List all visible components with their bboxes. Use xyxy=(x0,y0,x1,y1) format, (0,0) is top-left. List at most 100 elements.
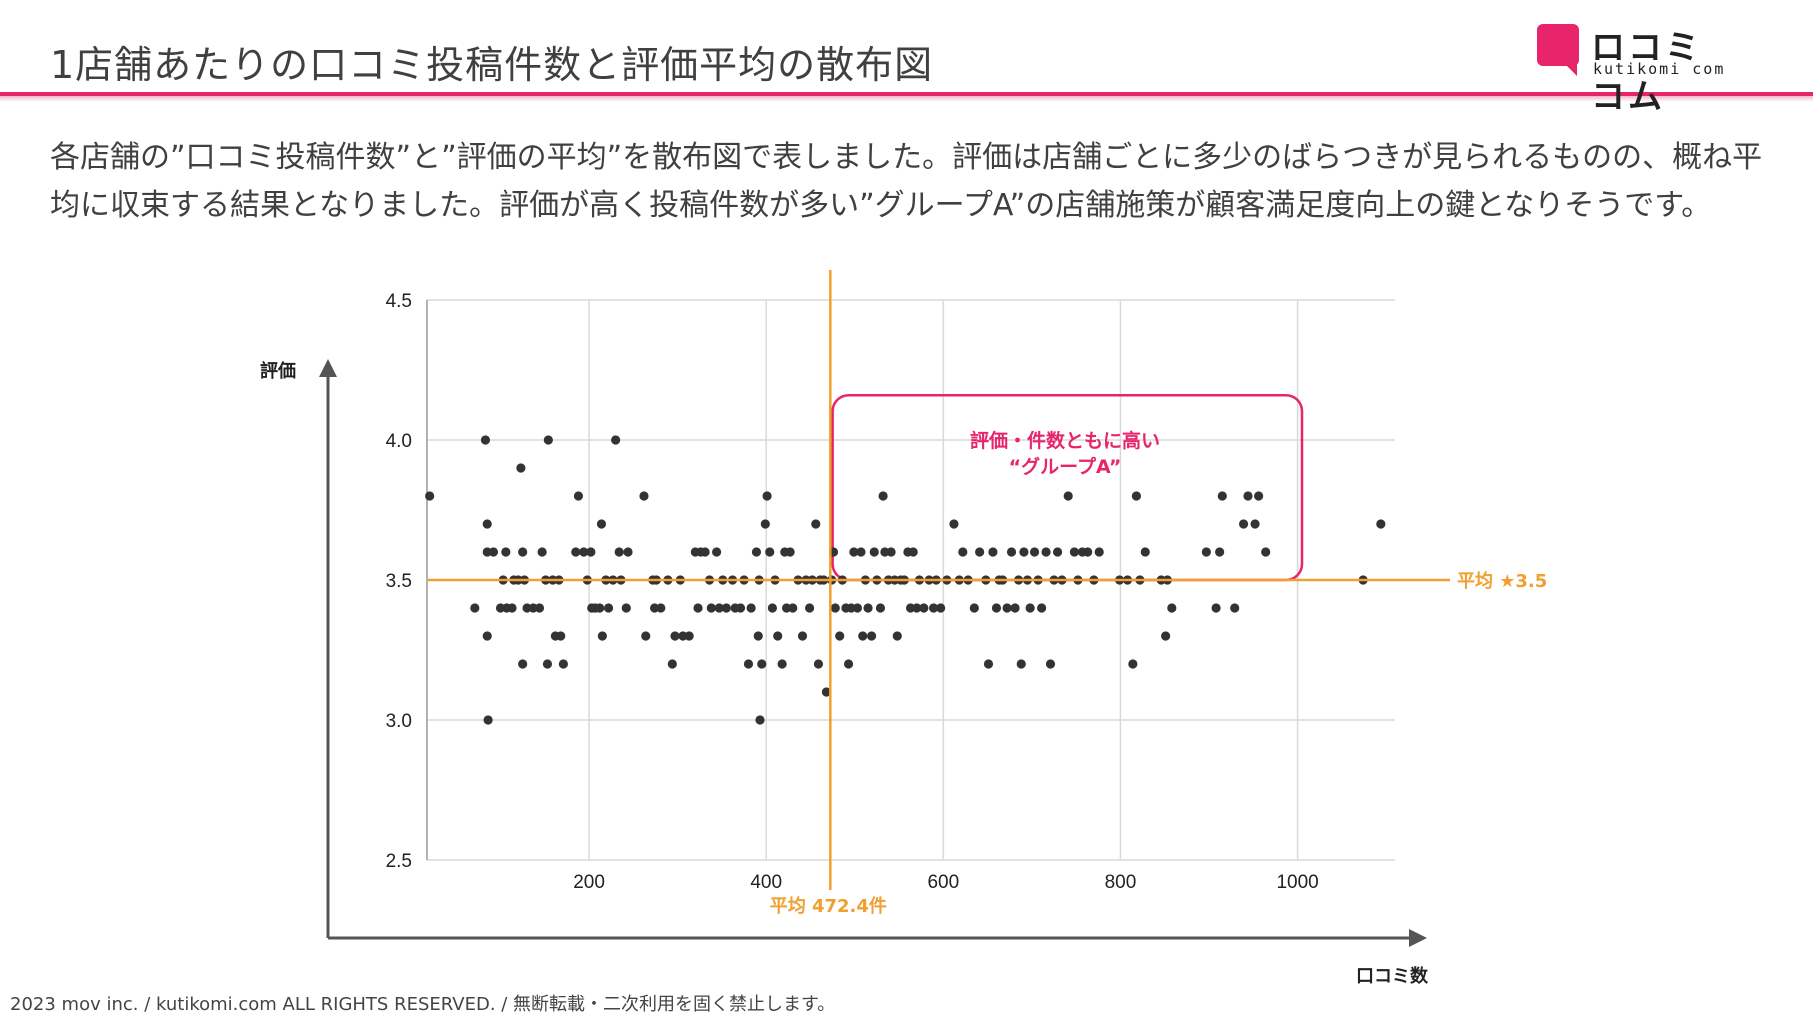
data-point xyxy=(1041,547,1051,557)
x-tick-label: 200 xyxy=(573,872,605,893)
data-point xyxy=(1045,659,1056,669)
data-point xyxy=(573,491,584,501)
data-point xyxy=(813,659,824,669)
logo-subtext: kutikomi com xyxy=(1593,60,1726,78)
data-point xyxy=(1029,547,1040,557)
data-point xyxy=(656,603,666,613)
data-point xyxy=(614,547,624,557)
data-point xyxy=(762,491,772,501)
data-point xyxy=(753,631,763,641)
mean-y-label: 平均 ★3.5 xyxy=(1457,570,1547,592)
data-point xyxy=(949,519,959,529)
data-point xyxy=(516,463,526,473)
data-point xyxy=(518,659,528,669)
data-point xyxy=(928,603,939,613)
data-point xyxy=(579,547,589,557)
data-point xyxy=(667,659,677,669)
data-point xyxy=(706,603,716,613)
data-point xyxy=(757,659,767,669)
data-point xyxy=(1063,491,1073,501)
data-point xyxy=(1215,547,1225,557)
data-point xyxy=(804,603,815,613)
data-point xyxy=(892,631,902,641)
data-point xyxy=(603,603,614,613)
data-point xyxy=(863,603,873,613)
brand-logo[interactable]: ロコミコム kutikomi com xyxy=(1537,24,1737,117)
data-point xyxy=(621,603,631,613)
data-point xyxy=(975,547,985,557)
data-point xyxy=(488,547,499,557)
title-divider xyxy=(0,92,1813,96)
page-title: 1店舗あたりの口コミ投稿件数と評価平均の散布図 xyxy=(50,43,934,87)
mean-x-label: 平均 472.4件 xyxy=(770,895,887,917)
data-point xyxy=(1019,547,1029,557)
data-point xyxy=(777,659,787,669)
x-tick-label: 800 xyxy=(1105,872,1137,893)
data-point xyxy=(623,547,633,557)
group-a-box xyxy=(831,393,1304,582)
y-tick-label: 4.0 xyxy=(386,431,412,452)
x-tick-label: 400 xyxy=(750,872,782,893)
data-point xyxy=(470,603,480,613)
data-point xyxy=(1010,603,1020,613)
data-point xyxy=(919,603,929,613)
data-point xyxy=(830,603,840,613)
data-point xyxy=(700,547,710,557)
x-tick-label: 1000 xyxy=(1276,872,1318,893)
data-point xyxy=(425,491,435,501)
data-point xyxy=(1211,603,1221,613)
data-point xyxy=(639,491,649,501)
y-tick-label: 3.5 xyxy=(386,571,412,592)
x-axis-label: 口コミ数 xyxy=(1356,965,1429,987)
data-point xyxy=(875,603,886,613)
group-a-name: “グループA” xyxy=(1009,455,1122,478)
data-point xyxy=(908,547,918,557)
data-point xyxy=(507,603,517,613)
data-point xyxy=(611,435,621,445)
y-axis-label: 評価 xyxy=(260,360,296,382)
data-point xyxy=(712,547,722,557)
data-point xyxy=(1167,603,1177,613)
data-point xyxy=(714,603,724,613)
logo-text: ロコミコム xyxy=(1591,28,1702,117)
data-point xyxy=(518,547,528,557)
speech-bubble-icon xyxy=(1537,24,1579,76)
data-point xyxy=(1217,491,1227,501)
data-point xyxy=(858,631,868,641)
data-point xyxy=(684,631,694,641)
data-point xyxy=(1201,547,1211,557)
data-point xyxy=(1254,491,1264,501)
data-point xyxy=(1083,547,1093,557)
data-point xyxy=(1128,659,1138,669)
data-point xyxy=(743,659,754,669)
data-point xyxy=(866,631,877,641)
y-tick-label: 2.5 xyxy=(386,851,412,872)
data-point xyxy=(765,547,775,557)
y-tick-label: 4.5 xyxy=(386,291,412,312)
data-point xyxy=(543,435,553,445)
data-point xyxy=(988,547,998,557)
data-point xyxy=(483,715,493,725)
data-point xyxy=(1250,519,1260,529)
data-point xyxy=(693,603,703,613)
data-point xyxy=(746,603,756,613)
data-point xyxy=(797,631,808,641)
y-tick-label: 3.0 xyxy=(386,711,412,732)
data-point xyxy=(1261,547,1271,557)
data-point xyxy=(735,603,746,613)
data-point xyxy=(1037,603,1047,613)
data-point xyxy=(767,603,777,613)
data-point xyxy=(482,631,492,641)
data-point xyxy=(878,491,888,501)
data-point xyxy=(482,519,492,529)
data-point xyxy=(886,547,896,557)
data-point xyxy=(1230,603,1240,613)
data-point xyxy=(969,603,979,613)
data-point xyxy=(1052,547,1063,557)
data-point xyxy=(936,603,946,613)
data-point xyxy=(542,659,553,669)
data-point xyxy=(1016,659,1026,669)
data-point xyxy=(586,547,596,557)
data-point xyxy=(1376,519,1386,529)
data-point xyxy=(1002,603,1012,613)
